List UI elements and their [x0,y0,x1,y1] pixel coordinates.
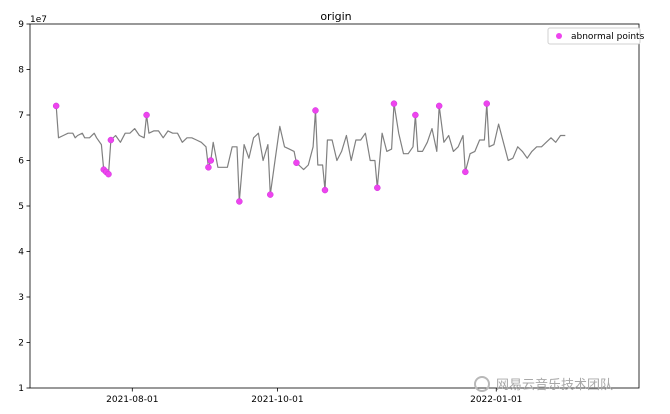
abnormal-point [236,198,243,205]
abnormal-point [483,100,490,107]
y-tick-label: 8 [18,66,24,76]
abnormal-point [462,168,469,176]
abnormal-point [321,186,329,194]
legend-label: abnormal points [571,32,645,42]
watermark: 网易云音乐技术团队 [474,374,613,393]
y-tick-label: 6 [18,157,24,167]
watermark-text: 网易云音乐技术团队 [496,378,614,393]
y-tick-label: 9 [18,20,24,30]
y-tick-label: 3 [18,293,24,303]
y-tick-label: 5 [18,202,24,212]
abnormal-point [207,157,215,164]
y-exponent-label: 1e7 [30,15,47,25]
abnormal-point [52,102,60,110]
abnormal-point [293,159,300,167]
abnormal-point [374,184,381,192]
legend-box [547,27,641,45]
abnormal-point [412,111,419,119]
abnormal-point [107,136,115,144]
y-axis: 1 2 3 4 5 6 7 8 9 [18,20,30,394]
plot-frame [29,23,640,389]
abnormal-point [205,164,212,171]
series-line [55,102,566,203]
y-tick-label: 7 [18,111,24,121]
abnormal-point [143,111,150,119]
y-tick-label: 2 [18,339,24,349]
y-tick-label: 4 [18,248,24,258]
plot-area [29,23,640,389]
abnormal-point [312,107,319,114]
abnormal-point [435,102,443,110]
x-tick-label: 2021-10-01 [251,395,303,405]
abnormal-point [267,191,274,198]
chart-title: origin [320,10,351,23]
legend: abnormal points [547,27,645,45]
x-tick-label: 2022-01-01 [470,395,522,405]
x-axis: 2021-08-01 2021-10-01 2022-01-01 [106,388,522,405]
legend-marker [556,33,562,39]
x-tick-label: 2021-08-01 [106,395,158,405]
abnormal-point [105,170,112,178]
y-tick-label: 1 [18,384,24,394]
netease-cloud-music-logo-icon [474,375,490,392]
abnormal-point [390,100,398,107]
